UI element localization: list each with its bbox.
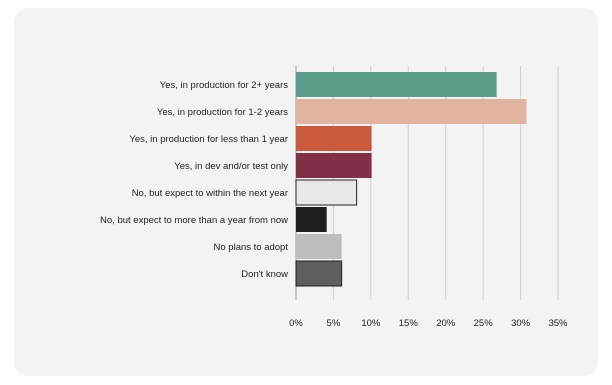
x-tick-label: 35% xyxy=(548,318,568,329)
bar xyxy=(295,260,343,287)
bar xyxy=(296,207,327,232)
x-tick-label: 5% xyxy=(327,318,341,329)
category-label: No, but expect to within the next year xyxy=(132,188,288,199)
category-label: Yes, in production for less than 1 year xyxy=(129,134,288,145)
category-label: No plans to adopt xyxy=(214,242,289,253)
category-labels: Yes, in production for 2+ years Yes, in p… xyxy=(100,80,288,280)
x-axis-ticks: 0% 5% 10% 15% 20% 25% 30% 35% xyxy=(289,318,568,329)
category-label: Don't know xyxy=(241,269,288,280)
category-label: Yes, in dev and/or test only xyxy=(174,161,288,172)
category-label: Yes, in production for 2+ years xyxy=(160,80,288,91)
bar xyxy=(296,72,497,97)
bar xyxy=(296,126,372,151)
x-tick-label: 30% xyxy=(511,318,531,329)
bar xyxy=(296,99,527,124)
category-label: No, but expect to more than a year from … xyxy=(100,215,288,226)
bars xyxy=(295,72,527,287)
x-tick-label: 20% xyxy=(436,318,456,329)
bar xyxy=(296,234,342,259)
bar xyxy=(296,153,372,178)
x-tick-label: 10% xyxy=(361,318,381,329)
x-tick-label: 0% xyxy=(289,318,303,329)
category-label: Yes, in production for 1-2 years xyxy=(157,107,288,118)
x-tick-label: 25% xyxy=(474,318,494,329)
x-tick-label: 15% xyxy=(399,318,419,329)
bar xyxy=(295,179,358,206)
